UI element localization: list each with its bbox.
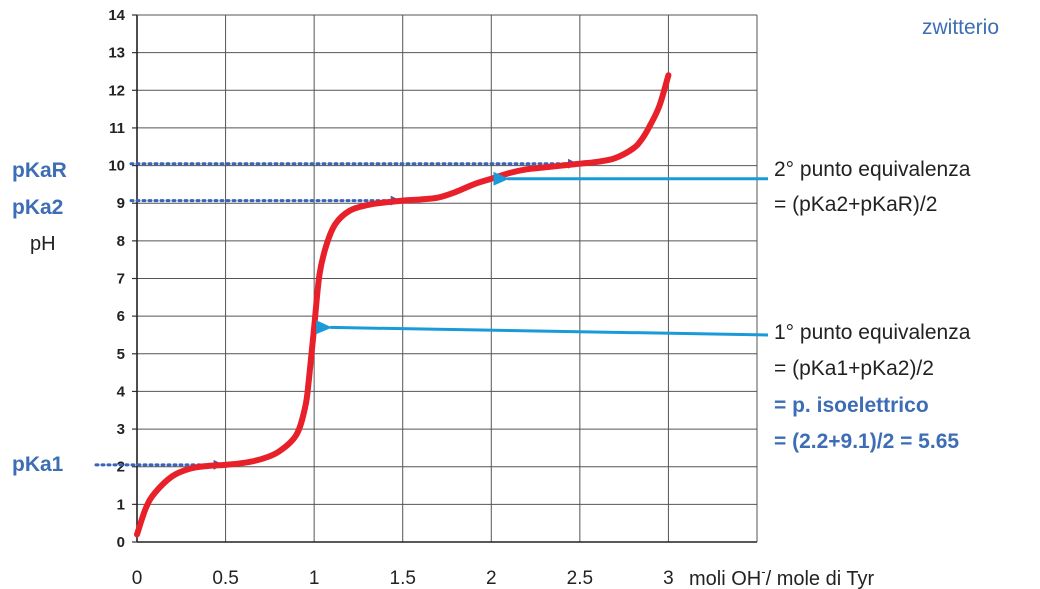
x-tick-labels: 0 0.5 1 1.5 2 2.5 3	[132, 568, 674, 589]
y-tick-label-12: 12	[108, 82, 125, 99]
x-axis-label-main: moli OH	[689, 568, 761, 589]
y-tick-label-9: 9	[117, 195, 125, 212]
x-tick-label-1: 1	[309, 568, 320, 589]
y-tick-label-0: 0	[117, 534, 125, 551]
y-tick-label-2: 2	[117, 459, 125, 476]
first-equivalence-formula: = (pKa1+pKa2)/2	[774, 357, 934, 380]
pkar-label: pKaR	[12, 159, 67, 182]
pk-guide-lines	[94, 158, 578, 470]
y-tick-label-6: 6	[117, 308, 125, 325]
x-axis-label: moli OH-/ mole di Tyr	[689, 564, 874, 589]
x-tick-label-2.5: 2.5	[567, 568, 593, 589]
y-tick-label-3: 3	[117, 421, 125, 438]
x-axis-label-superscript: -	[761, 564, 765, 579]
pka2-label: pKa2	[12, 196, 63, 219]
second-equivalence-title: 2° punto equivalenza	[774, 158, 971, 181]
x-tick-label-1.5: 1.5	[390, 568, 416, 589]
y-tick-label-7: 7	[117, 271, 125, 288]
x-tick-label-3: 3	[663, 568, 674, 589]
first-equivalence-title: 1° punto equivalenza	[774, 321, 971, 344]
y-tick-label-8: 8	[117, 233, 125, 250]
x-tick-label-0.5: 0.5	[212, 568, 238, 589]
y-tick-label-14: 14	[108, 7, 125, 24]
equivalence-arrows	[316, 171, 769, 337]
y-axis-label: pH	[30, 233, 56, 255]
grid	[132, 14, 758, 543]
arrow-first-equivalence	[316, 320, 769, 337]
y-tick-label-4: 4	[117, 383, 126, 400]
isoelectric-calculation: = (2.2+9.1)/2 = 5.65	[774, 430, 959, 453]
y-tick-label-10: 10	[108, 158, 125, 175]
titration-curve	[134, 72, 672, 538]
pka1-label: pKa1	[12, 453, 64, 476]
axes	[136, 15, 757, 543]
isoelectric-label: p. isoelettrico	[792, 394, 929, 417]
y-tick-label-13: 13	[108, 45, 125, 62]
y-tick-label-11: 11	[109, 120, 125, 137]
x-tick-label-2: 2	[486, 568, 497, 589]
isoelectric-eq: =	[774, 394, 792, 417]
isoelectric-line: = p. isoelettrico	[774, 394, 929, 417]
corner-label: zwitterio	[922, 16, 999, 39]
y-tick-label-5: 5	[117, 346, 125, 363]
x-axis-label-rest: / mole di Tyr	[766, 568, 875, 589]
x-tick-label-0: 0	[132, 568, 143, 589]
y-tick-label-1: 1	[117, 496, 125, 513]
titration-curve-line	[134, 72, 672, 538]
second-equivalence-formula: = (pKa2+pKaR)/2	[774, 193, 937, 216]
